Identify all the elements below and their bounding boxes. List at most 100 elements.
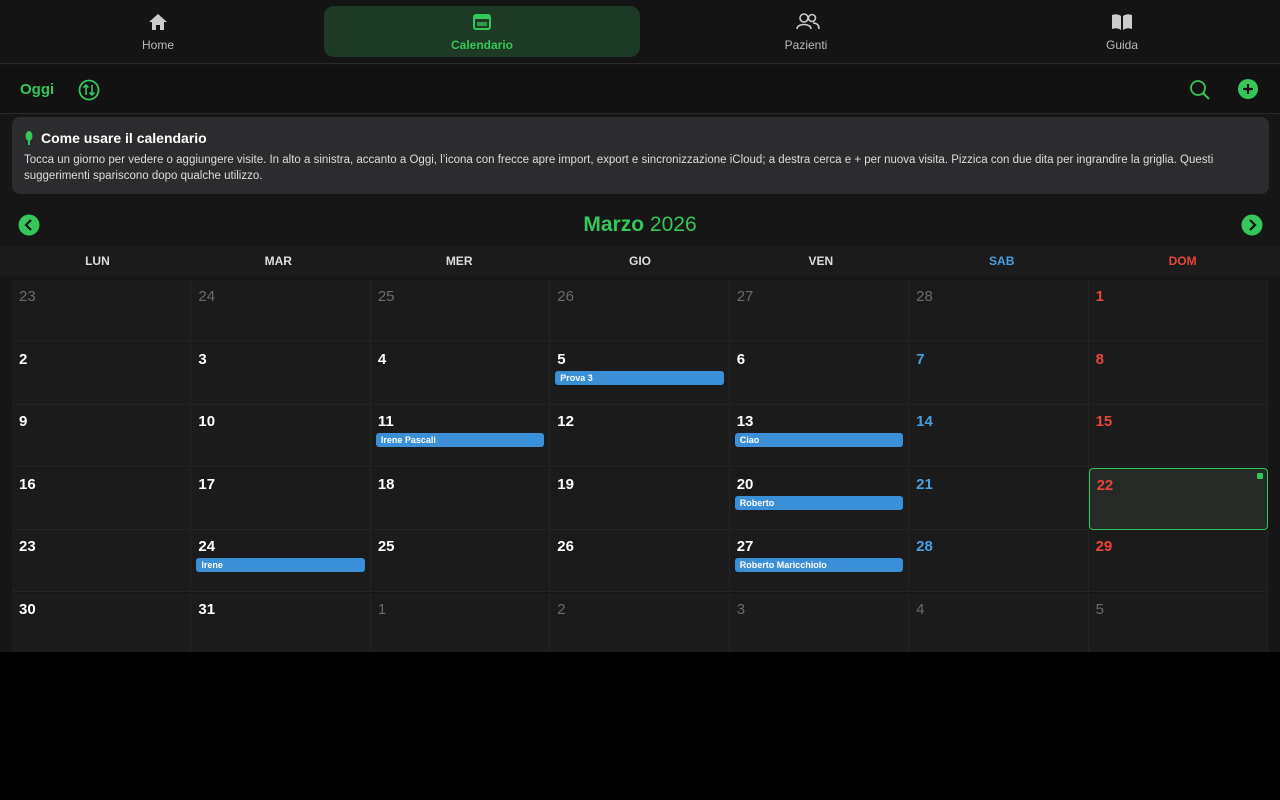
day-number: 21 [916, 475, 933, 493]
day-cell[interactable]: 8 [1088, 342, 1268, 405]
day-cell[interactable]: 30 [12, 593, 192, 652]
day-number: 19 [557, 475, 574, 493]
day-cell[interactable]: 27 Roberto Maricchiolo [729, 530, 910, 593]
day-cell[interactable]: 9 [12, 405, 192, 468]
day-number: 12 [557, 413, 574, 431]
day-cell[interactable]: 10 [191, 405, 371, 468]
month-name: Marzo [583, 213, 645, 236]
day-cell[interactable]: 14 [909, 405, 1089, 468]
weekday-label: SAB [989, 254, 1015, 268]
day-cell[interactable]: 3 [191, 342, 371, 405]
tip-body: Tocca un giorno per vedere o aggiungere … [24, 154, 1214, 182]
weekday-label: GIO [629, 254, 652, 268]
event[interactable]: Ciao [734, 433, 904, 448]
day-number: 23 [19, 538, 36, 556]
day-cell[interactable]: 24 [191, 280, 371, 342]
tab-label: Home [141, 38, 174, 52]
day-number: 18 [377, 475, 395, 493]
day-cell[interactable]: 29 [1088, 530, 1268, 593]
day-number: 24 [198, 538, 216, 556]
sync-button[interactable] [78, 79, 100, 101]
day-cell[interactable]: 13 Ciao [729, 405, 910, 468]
weekday-label: MAR [264, 254, 292, 268]
day-number: 8 [1095, 350, 1104, 368]
day-number: 28 [916, 538, 933, 556]
day-cell[interactable]: 25 [370, 530, 551, 593]
today-button[interactable]: Oggi [20, 81, 55, 98]
day-number: 4 [916, 601, 925, 618]
day-cell[interactable]: 23 [12, 280, 192, 342]
day-cell[interactable]: 4 [909, 593, 1089, 652]
add-button[interactable] [1237, 78, 1259, 100]
tab-guide[interactable]: Guida [964, 0, 1280, 63]
tab-calendar[interactable]: Calendario [324, 6, 640, 57]
day-cell[interactable]: 26 [550, 280, 730, 342]
event[interactable]: Roberto [734, 495, 904, 510]
day-cell[interactable]: 21 [909, 467, 1089, 530]
day-cell[interactable]: 6 [729, 342, 910, 405]
day-cell[interactable]: 23 [12, 530, 192, 593]
day-cell[interactable]: 17 [191, 467, 371, 530]
day-number: 31 [198, 601, 216, 618]
day-cell[interactable]: 3 [729, 593, 910, 652]
day-cell[interactable]: 28 [909, 280, 1089, 342]
day-number: 22 [1096, 476, 1114, 494]
weekday-label: LUN [85, 254, 110, 268]
day-cell[interactable]: 11 Irene Pascali [370, 405, 551, 468]
day-cell[interactable]: 28 [909, 530, 1089, 593]
day-cell[interactable]: 1 [370, 593, 551, 652]
day-number: 26 [557, 538, 574, 556]
next-month[interactable] [1241, 214, 1263, 236]
day-cell[interactable]: 16 [12, 467, 192, 530]
day-cell[interactable]: 7 [909, 342, 1089, 405]
tab-home[interactable]: Home [0, 0, 316, 63]
tab-patients[interactable]: Pazienti [648, 0, 964, 63]
event[interactable]: Prova 3 [555, 370, 724, 385]
day-cell[interactable]: 12 [550, 405, 730, 468]
day-number: 2 [557, 601, 566, 618]
month-year: 2026 [649, 213, 697, 236]
day-cell[interactable]: 2 [12, 342, 192, 405]
day-number: 26 [557, 288, 574, 305]
day-number: 3 [736, 601, 746, 618]
day-cell[interactable]: 4 [370, 342, 551, 405]
day-number: 5 [557, 350, 566, 368]
weekday-header: LUN MAR MER GIO VEN SAB DOM [0, 246, 1280, 276]
search-button[interactable] [1189, 79, 1211, 101]
day-number: 15 [1095, 413, 1113, 431]
calendar-icon [473, 14, 491, 30]
day-number: 29 [1095, 538, 1113, 556]
day-number: 10 [198, 413, 216, 431]
day-number: 7 [916, 350, 925, 368]
day-cell[interactable]: 1 [1088, 280, 1268, 342]
event[interactable]: Irene Pascali [375, 433, 545, 448]
event[interactable]: Irene [196, 558, 365, 573]
guide-icon [1112, 14, 1132, 30]
day-cell[interactable]: 15 [1088, 405, 1268, 468]
event[interactable]: Roberto Maricchiolo [734, 558, 904, 573]
day-cell[interactable]: 5 Prova 3 [550, 342, 730, 405]
day-number: 23 [19, 288, 36, 305]
day-cell[interactable]: 27 [729, 280, 910, 342]
toolbar: Oggi [0, 65, 1280, 114]
day-cell[interactable]: 5 [1088, 593, 1268, 652]
home-icon [149, 14, 167, 30]
prev-month[interactable] [18, 214, 40, 236]
tab-label: Calendario [450, 38, 513, 52]
weekday-label: MER [445, 254, 473, 268]
day-cell[interactable]: 18 [370, 467, 551, 530]
day-cell[interactable]: 20 Roberto [729, 467, 910, 530]
day-number: 16 [19, 475, 36, 493]
day-cell[interactable]: 24 Irene [191, 530, 371, 593]
day-number: 30 [19, 601, 36, 618]
day-cell[interactable]: 19 [550, 467, 730, 530]
day-cell[interactable]: 25 [370, 280, 551, 342]
day-cell[interactable]: 26 [550, 530, 730, 593]
tab-bar: Home Calendario Pazienti Guida [0, 0, 1280, 64]
day-number: 28 [916, 288, 933, 305]
day-cell[interactable]: 2 [550, 593, 730, 652]
day-cell[interactable]: 22 [1088, 467, 1268, 530]
day-cell[interactable]: 31 [191, 593, 371, 652]
